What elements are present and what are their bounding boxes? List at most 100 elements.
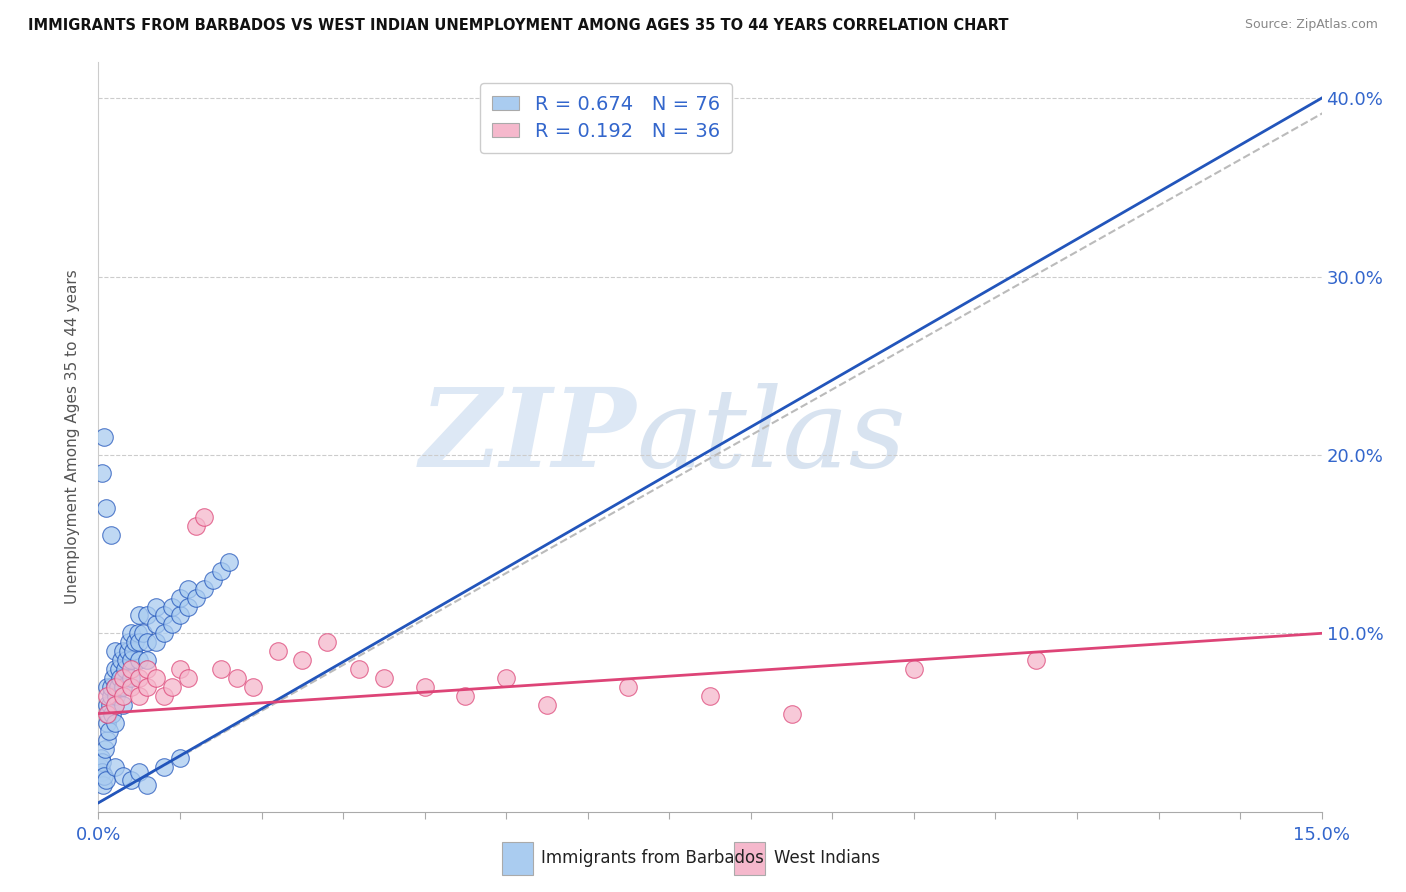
Point bbox=[226, 671, 249, 685]
Point bbox=[145, 671, 167, 685]
Point bbox=[108, 671, 131, 685]
Point bbox=[160, 599, 183, 614]
Point bbox=[96, 689, 118, 703]
Point bbox=[104, 715, 127, 730]
Point bbox=[128, 608, 150, 623]
Point bbox=[1025, 653, 1047, 667]
Point bbox=[111, 671, 134, 685]
Point bbox=[145, 635, 167, 649]
Point bbox=[89, 760, 111, 774]
Point bbox=[120, 772, 142, 787]
Point bbox=[152, 626, 174, 640]
Point bbox=[169, 662, 191, 676]
Point bbox=[536, 698, 558, 712]
Point bbox=[94, 772, 117, 787]
Point bbox=[128, 671, 150, 685]
Point bbox=[152, 760, 174, 774]
Point bbox=[209, 564, 232, 578]
Point bbox=[117, 644, 139, 658]
Point bbox=[120, 662, 142, 676]
Point bbox=[193, 510, 215, 524]
Point bbox=[209, 662, 232, 676]
Point bbox=[100, 689, 122, 703]
Text: atlas: atlas bbox=[637, 384, 907, 491]
Point bbox=[90, 751, 112, 765]
Point bbox=[136, 680, 159, 694]
Point bbox=[136, 662, 159, 676]
Point bbox=[91, 778, 114, 792]
Text: IMMIGRANTS FROM BARBADOS VS WEST INDIAN UNEMPLOYMENT AMONG AGES 35 TO 44 YEARS C: IMMIGRANTS FROM BARBADOS VS WEST INDIAN … bbox=[28, 18, 1008, 33]
Point bbox=[97, 706, 120, 721]
Point bbox=[315, 635, 337, 649]
Point bbox=[128, 765, 150, 780]
Text: West Indians: West Indians bbox=[773, 849, 880, 867]
Point bbox=[124, 635, 146, 649]
Point bbox=[780, 706, 803, 721]
Point bbox=[104, 760, 127, 774]
Point bbox=[111, 698, 134, 712]
Point bbox=[169, 751, 191, 765]
Point bbox=[128, 635, 150, 649]
Point bbox=[267, 644, 290, 658]
Point bbox=[136, 653, 159, 667]
Point bbox=[177, 582, 200, 596]
Point bbox=[699, 689, 721, 703]
Point bbox=[291, 653, 314, 667]
Point bbox=[91, 755, 114, 769]
Point bbox=[121, 644, 143, 658]
Point bbox=[108, 662, 131, 676]
Point bbox=[413, 680, 436, 694]
Point bbox=[91, 466, 114, 480]
Point bbox=[110, 653, 132, 667]
Point bbox=[115, 653, 138, 667]
Point bbox=[118, 635, 141, 649]
Point bbox=[111, 689, 134, 703]
Text: Source: ZipAtlas.com: Source: ZipAtlas.com bbox=[1244, 18, 1378, 31]
Point bbox=[98, 698, 121, 712]
Point bbox=[120, 680, 142, 694]
Point bbox=[93, 769, 115, 783]
Point bbox=[93, 430, 115, 444]
Point bbox=[111, 644, 134, 658]
Point bbox=[152, 689, 174, 703]
Point bbox=[104, 680, 127, 694]
Point bbox=[349, 662, 371, 676]
Point bbox=[160, 680, 183, 694]
Point bbox=[94, 742, 117, 756]
Point bbox=[169, 591, 191, 605]
Point bbox=[104, 698, 127, 712]
Point bbox=[186, 519, 208, 533]
Point bbox=[145, 617, 167, 632]
Point bbox=[96, 733, 118, 747]
Point bbox=[903, 662, 925, 676]
Point bbox=[104, 662, 127, 676]
Point bbox=[96, 698, 118, 712]
Point bbox=[105, 689, 128, 703]
Text: Immigrants from Barbados: Immigrants from Barbados bbox=[541, 849, 763, 867]
Point bbox=[107, 680, 129, 694]
Point bbox=[177, 599, 200, 614]
Point bbox=[98, 724, 121, 739]
Point bbox=[120, 626, 142, 640]
FancyBboxPatch shape bbox=[502, 842, 533, 875]
Point bbox=[104, 680, 127, 694]
Point bbox=[96, 706, 118, 721]
Point bbox=[104, 644, 127, 658]
Point bbox=[120, 671, 142, 685]
Point bbox=[373, 671, 395, 685]
Point bbox=[90, 765, 112, 780]
Point bbox=[94, 501, 117, 516]
Point bbox=[128, 689, 150, 703]
Text: ZIP: ZIP bbox=[420, 384, 637, 491]
Point bbox=[100, 528, 122, 542]
Point bbox=[152, 608, 174, 623]
Point bbox=[111, 769, 134, 783]
Point bbox=[96, 715, 118, 730]
Point bbox=[136, 635, 159, 649]
FancyBboxPatch shape bbox=[734, 842, 765, 875]
Point bbox=[136, 608, 159, 623]
Point bbox=[160, 617, 183, 632]
Point bbox=[101, 706, 124, 721]
Point bbox=[100, 680, 122, 694]
Point bbox=[114, 662, 136, 676]
